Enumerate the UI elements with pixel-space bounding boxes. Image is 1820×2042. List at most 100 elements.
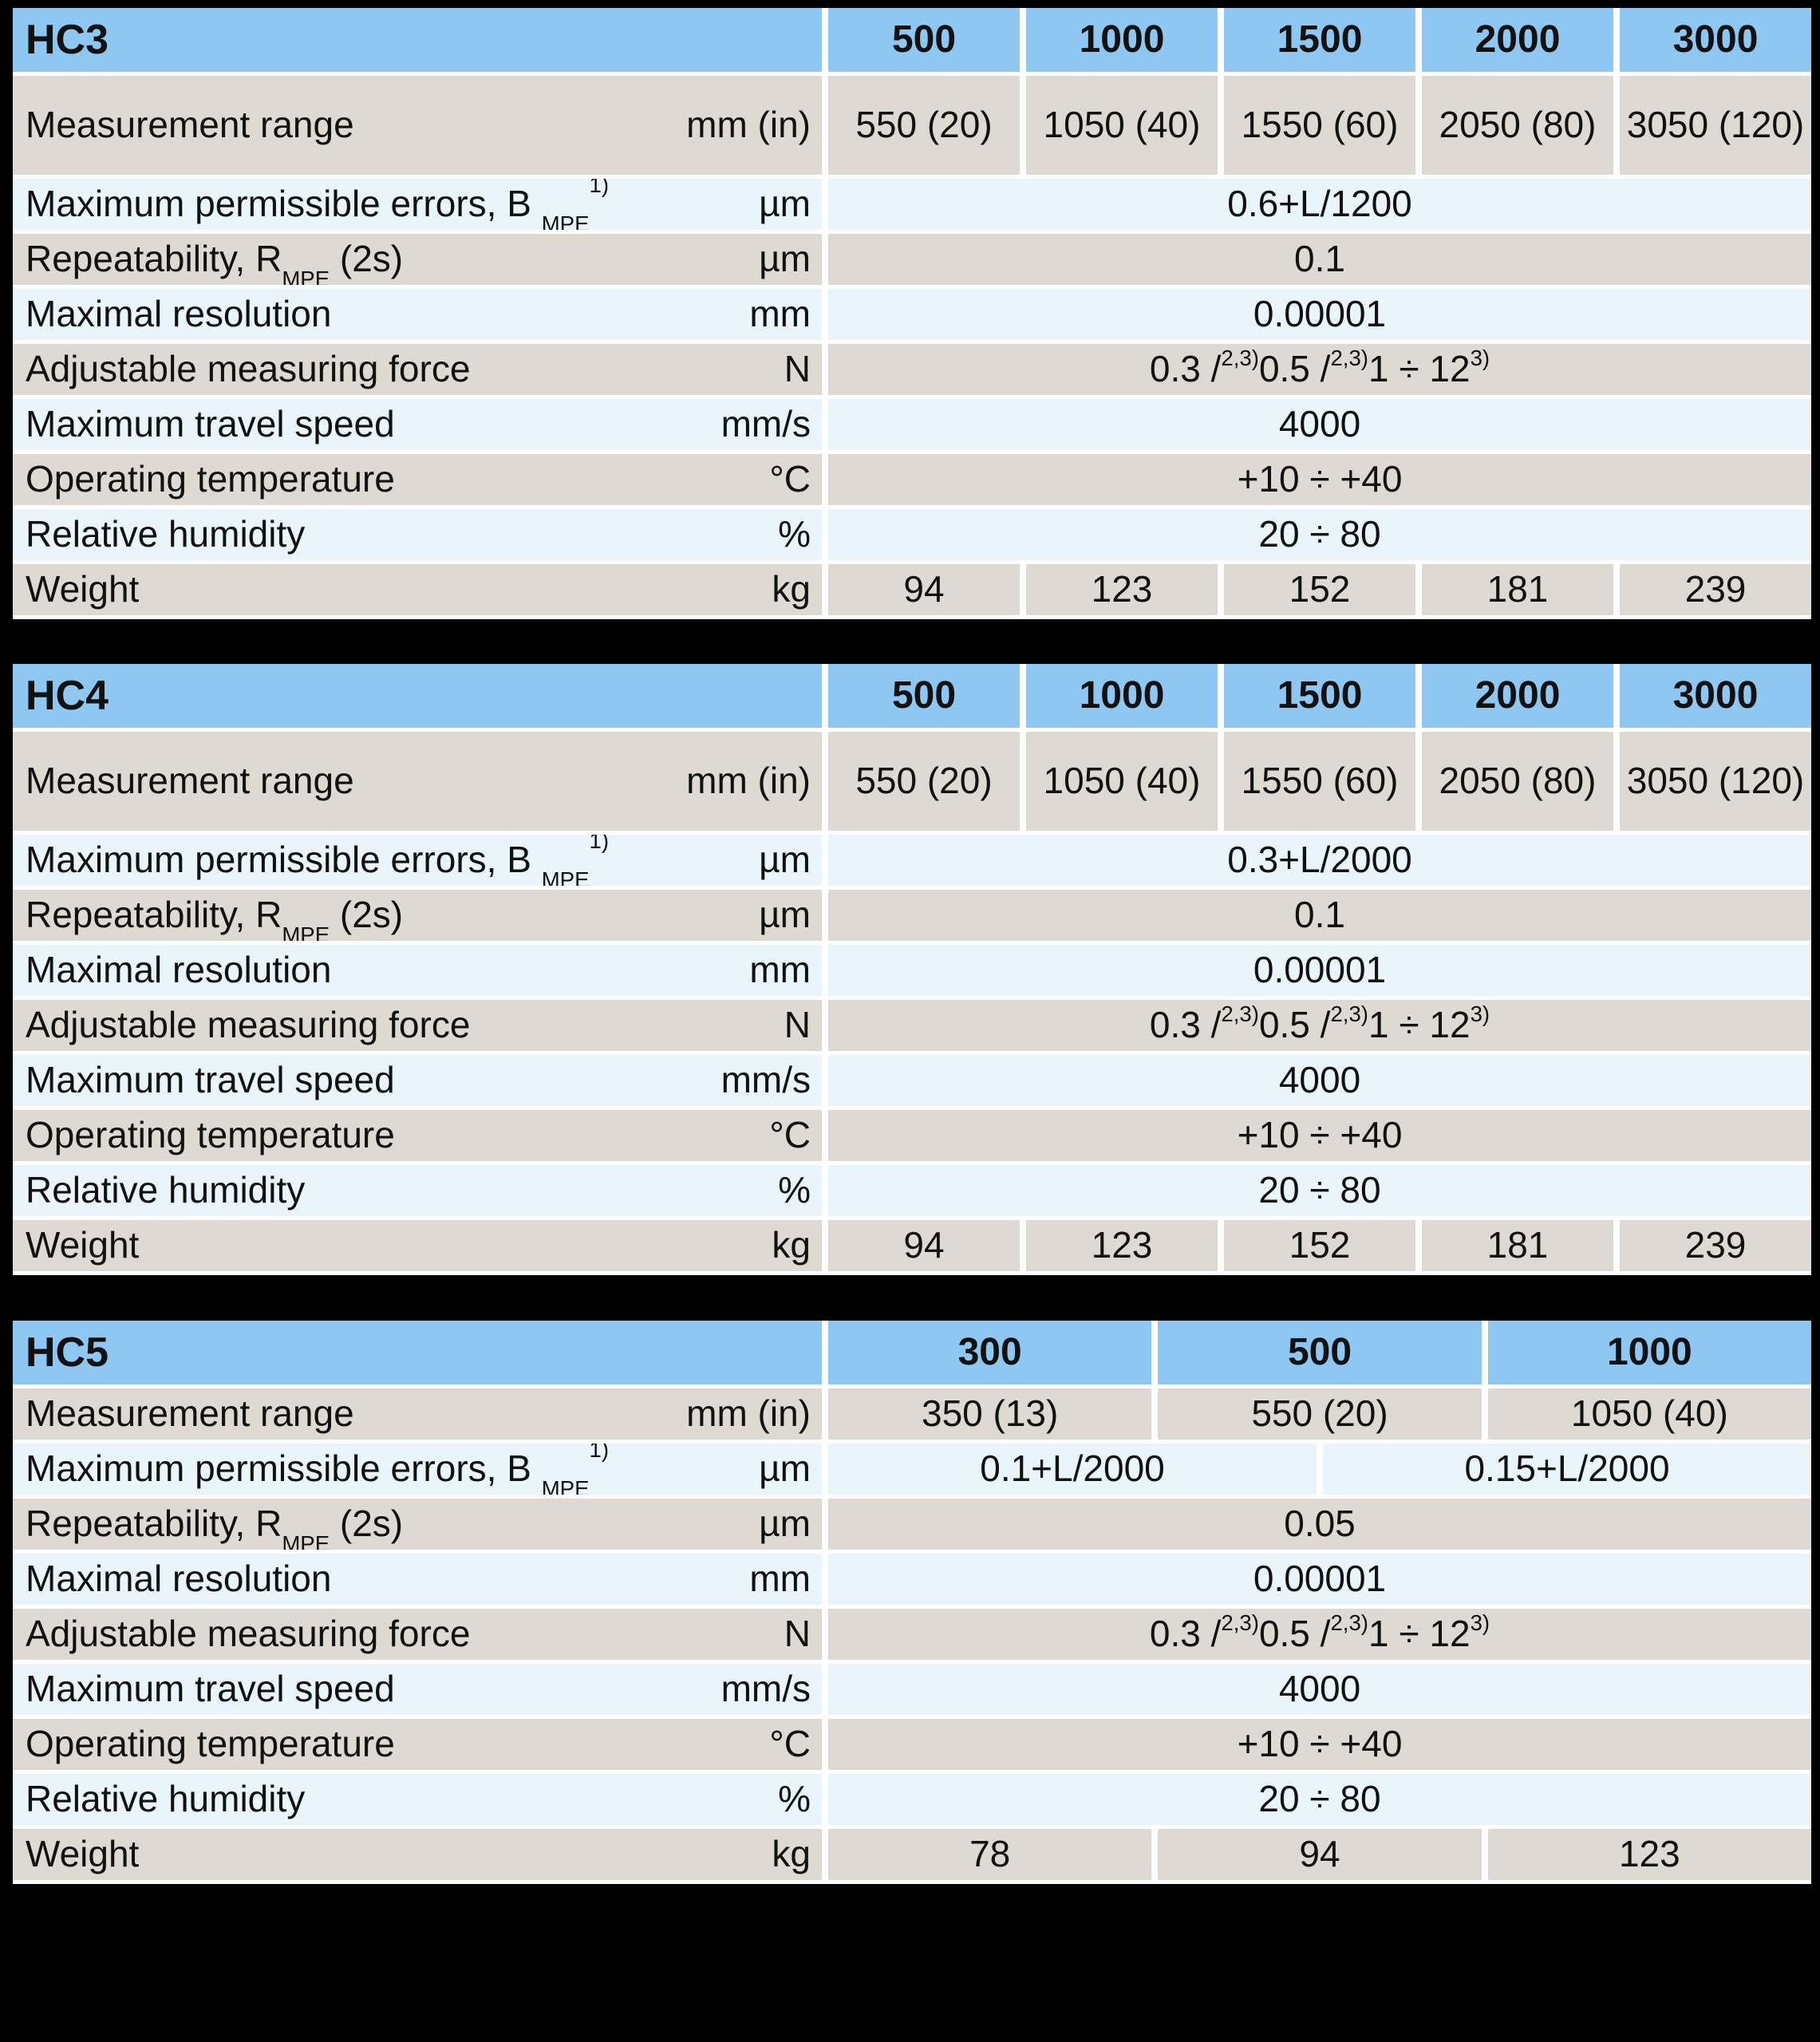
hc3-temperature-label-cell: Operating temperature °C: [13, 454, 822, 505]
row-label: Adjustable measuring force: [26, 1613, 471, 1655]
hc3-errors-value: 0.6+L/1200: [828, 179, 1811, 230]
hc3-repeatability-value: 0.1: [828, 234, 1811, 285]
row-label: Relative humidity: [26, 1778, 306, 1820]
row-unit: µm: [759, 894, 811, 936]
hc4-row-repeatability: Repeatability, RMPE (2s) µm 0.1: [13, 890, 1811, 941]
row-unit: mm (in): [686, 104, 811, 146]
row-label: Measurement range: [26, 104, 354, 146]
hc5-repeatability-label-cell: Repeatability, RMPE (2s) µm: [13, 1499, 822, 1550]
hc4-range-value-3000: 3050 (120): [1620, 732, 1811, 831]
hc4-repeatability-value: 0.1: [828, 890, 1811, 941]
hc4-row-relative-humidity: Relative humidity % 20 ÷ 80: [13, 1165, 1811, 1216]
row-unit: mm: [749, 293, 811, 335]
hc3-col-header-3000: 3000: [1620, 8, 1811, 72]
row-unit: mm (in): [686, 760, 811, 802]
hc4-temperature-value: +10 ÷ +40: [828, 1110, 1811, 1161]
row-label: Operating temperature: [26, 1723, 395, 1765]
row-unit: N: [784, 1004, 811, 1046]
row-label: Weight: [26, 568, 140, 610]
hc4-force-value: 0.3 /2,3) 0.5 / 2,3) 1 ÷ 12 3): [828, 1000, 1811, 1051]
hc4-title: HC4: [13, 664, 822, 728]
hc5-force-value: 0.3 /2,3) 0.5 / 2,3) 1 ÷ 12 3): [828, 1609, 1811, 1660]
hc3-weight-value-2000: 181: [1422, 564, 1613, 615]
hc4-row-travel-speed: Maximum travel speed mm/s 4000: [13, 1055, 1811, 1106]
hc3-range-value-1000: 1050 (40): [1026, 76, 1218, 175]
hc3-title: HC3: [13, 8, 822, 72]
row-label: Maximum permissible errors, B MPE1): [26, 179, 610, 230]
hc5-weight-value-300: 78: [828, 1829, 1152, 1880]
row-unit: °C: [769, 1723, 811, 1765]
row-unit: kg: [772, 1833, 811, 1875]
hc3-resolution-value: 0.00001: [828, 289, 1811, 340]
hc3-speed-value: 4000: [828, 399, 1811, 450]
row-unit: %: [778, 1169, 811, 1211]
row-label: Measurement range: [26, 1392, 354, 1435]
hc4-range-value-1000: 1050 (40): [1026, 732, 1218, 831]
hc5-row-travel-speed: Maximum travel speed mm/s 4000: [13, 1664, 1811, 1715]
hc3-weight-label-cell: Weight kg: [13, 564, 822, 615]
row-label: Weight: [26, 1833, 140, 1875]
hc3-row-weight: Weight kg 94 123 152 181 239: [13, 564, 1811, 615]
row-label: Maximal resolution: [26, 1558, 332, 1600]
hc4-header-row: HC4 500 1000 1500 2000 3000: [13, 664, 1811, 728]
row-label: Maximum permissible errors, B MPE1): [26, 1444, 610, 1495]
hc5-range-value-1000: 1050 (40): [1487, 1388, 1811, 1440]
hc4-col-header-1000: 1000: [1026, 664, 1218, 728]
hc5-row-measuring-force: Adjustable measuring force N 0.3 /2,3) 0…: [13, 1609, 1811, 1660]
hc4-row-measurement-range: Measurement range mm (in) 550 (20) 1050 …: [13, 732, 1811, 831]
hc5-row-repeatability: Repeatability, RMPE (2s) µm 0.05: [13, 1499, 1811, 1550]
hc5-force-label-cell: Adjustable measuring force N: [13, 1609, 822, 1660]
hc5-weight-value-500: 94: [1158, 1829, 1482, 1880]
hc3-col-header-1000: 1000: [1026, 8, 1218, 72]
row-label: Maximum travel speed: [26, 1668, 395, 1710]
row-unit: µm: [759, 238, 811, 280]
row-label: Repeatability, RMPE (2s): [26, 894, 404, 941]
hc5-range-value-500: 550 (20): [1158, 1388, 1482, 1440]
row-label: Repeatability, RMPE (2s): [26, 1503, 404, 1550]
hc3-col-header-2000: 2000: [1422, 8, 1613, 72]
hc4-resolution-value: 0.00001: [828, 945, 1811, 996]
hc5-temperature-label-cell: Operating temperature °C: [13, 1719, 822, 1770]
hc4-errors-label-cell: Maximum permissible errors, B MPE1) µm: [13, 835, 822, 886]
row-label: Maximum travel speed: [26, 403, 395, 445]
hc3-humidity-value: 20 ÷ 80: [828, 509, 1811, 560]
row-unit: mm (in): [686, 1392, 811, 1435]
hc5-weight-value-1000: 123: [1487, 1829, 1811, 1880]
hc3-humidity-label-cell: Relative humidity %: [13, 509, 822, 560]
hc5-speed-value: 4000: [828, 1664, 1811, 1715]
hc3-speed-label-cell: Maximum travel speed mm/s: [13, 399, 822, 450]
hc5-errors-value-right: 0.15+L/2000: [1323, 1444, 1811, 1495]
hc5-col-header-1000: 1000: [1487, 1321, 1811, 1384]
hc4-weight-label-cell: Weight kg: [13, 1220, 822, 1271]
row-unit: mm/s: [720, 403, 811, 445]
hc4-row-measuring-force: Adjustable measuring force N 0.3 /2,3) 0…: [13, 1000, 1811, 1051]
hc5-measurement-range-label-cell: Measurement range mm (in): [13, 1388, 822, 1440]
row-label: Operating temperature: [26, 1114, 395, 1156]
hc4-speed-label-cell: Maximum travel speed mm/s: [13, 1055, 822, 1106]
hc4-row-maximal-resolution: Maximal resolution mm 0.00001: [13, 945, 1811, 996]
hc3-row-max-permissible-errors: Maximum permissible errors, B MPE1) µm 0…: [13, 179, 1811, 230]
row-label: Relative humidity: [26, 1169, 306, 1211]
spec-table-hc3: HC3 500 1000 1500 2000 3000 Measurement …: [13, 8, 1811, 619]
hc4-weight-value-3000: 239: [1620, 1220, 1811, 1271]
hc3-errors-label-cell: Maximum permissible errors, B MPE1) µm: [13, 179, 822, 230]
hc3-row-measurement-range: Measurement range mm (in) 550 (20) 1050 …: [13, 76, 1811, 175]
hc5-resolution-value: 0.00001: [828, 1554, 1811, 1605]
hc3-repeatability-label-cell: Repeatability, RMPE (2s) µm: [13, 234, 822, 285]
row-unit: µm: [759, 1503, 811, 1545]
hc5-errors-value-left: 0.1+L/2000: [828, 1444, 1317, 1495]
hc5-weight-label-cell: Weight kg: [13, 1829, 822, 1880]
hc5-col-header-500: 500: [1158, 1321, 1482, 1384]
hc4-range-value-500: 550 (20): [828, 732, 1020, 831]
hc4-weight-value-1000: 123: [1026, 1220, 1218, 1271]
hc5-repeatability-value: 0.05: [828, 1499, 1811, 1550]
row-label: Maximum permissible errors, B MPE1): [26, 835, 610, 886]
hc4-col-header-2000: 2000: [1422, 664, 1613, 728]
hc4-row-max-permissible-errors: Maximum permissible errors, B MPE1) µm 0…: [13, 835, 1811, 886]
hc3-row-measuring-force: Adjustable measuring force N 0.3 /2,3) 0…: [13, 344, 1811, 395]
hc5-errors-label-cell: Maximum permissible errors, B MPE1) µm: [13, 1444, 822, 1495]
hc5-col-header-300: 300: [828, 1321, 1152, 1384]
hc3-force-label-cell: Adjustable measuring force N: [13, 344, 822, 395]
row-unit: kg: [772, 568, 811, 610]
hc5-humidity-value: 20 ÷ 80: [828, 1774, 1811, 1825]
